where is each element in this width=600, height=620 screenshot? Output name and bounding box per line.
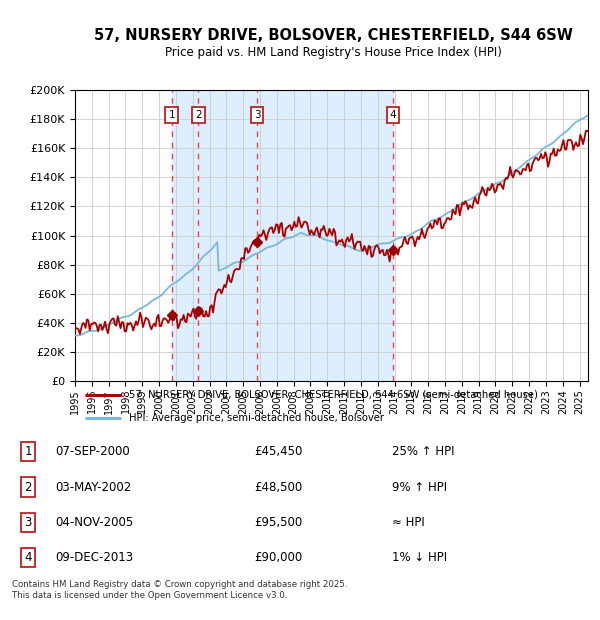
Text: 03-MAY-2002: 03-MAY-2002 <box>55 480 131 494</box>
Text: £95,500: £95,500 <box>254 516 302 529</box>
Text: Price paid vs. HM Land Registry's House Price Index (HPI): Price paid vs. HM Land Registry's House … <box>164 46 502 58</box>
Text: £90,000: £90,000 <box>254 551 302 564</box>
Text: 2: 2 <box>25 480 32 494</box>
Text: ≈ HPI: ≈ HPI <box>392 516 425 529</box>
Text: 1% ↓ HPI: 1% ↓ HPI <box>392 551 447 564</box>
Text: 3: 3 <box>254 110 260 120</box>
Text: HPI: Average price, semi-detached house, Bolsover: HPI: Average price, semi-detached house,… <box>129 412 384 422</box>
Text: 1: 1 <box>169 110 175 120</box>
Text: 1: 1 <box>25 445 32 458</box>
Text: £48,500: £48,500 <box>254 480 302 494</box>
Text: 2: 2 <box>195 110 202 120</box>
Text: 04-NOV-2005: 04-NOV-2005 <box>55 516 133 529</box>
Text: 57, NURSERY DRIVE, BOLSOVER, CHESTERFIELD, S44 6SW (semi-detached house): 57, NURSERY DRIVE, BOLSOVER, CHESTERFIEL… <box>129 390 538 400</box>
Text: 4: 4 <box>25 551 32 564</box>
Text: 09-DEC-2013: 09-DEC-2013 <box>55 551 133 564</box>
Text: 3: 3 <box>25 516 32 529</box>
Text: 4: 4 <box>390 110 397 120</box>
Bar <box>172 90 393 381</box>
Text: 25% ↑ HPI: 25% ↑ HPI <box>392 445 455 458</box>
Text: 57, NURSERY DRIVE, BOLSOVER, CHESTERFIELD, S44 6SW: 57, NURSERY DRIVE, BOLSOVER, CHESTERFIEL… <box>94 28 572 43</box>
Text: 9% ↑ HPI: 9% ↑ HPI <box>392 480 447 494</box>
Text: 07-SEP-2000: 07-SEP-2000 <box>55 445 130 458</box>
Text: £45,450: £45,450 <box>254 445 302 458</box>
Text: Contains HM Land Registry data © Crown copyright and database right 2025.
This d: Contains HM Land Registry data © Crown c… <box>12 580 347 601</box>
